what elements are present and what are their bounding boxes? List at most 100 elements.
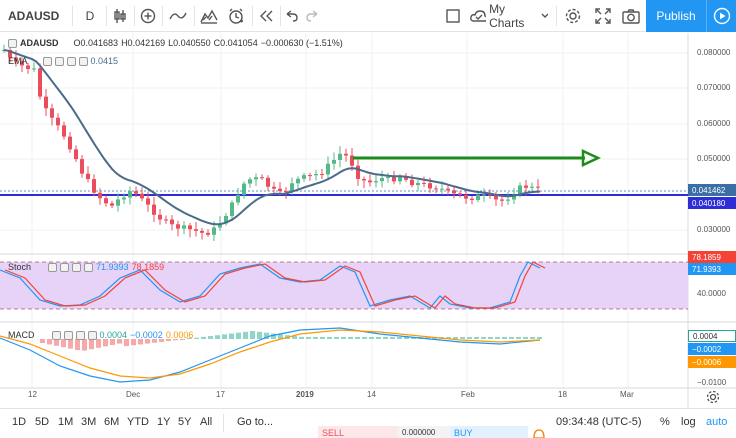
close-icon[interactable] bbox=[66, 56, 76, 66]
macd-histogram-bar bbox=[313, 337, 318, 339]
candle-body bbox=[92, 179, 96, 193]
macd-histogram-bar bbox=[103, 339, 108, 347]
price-axis-label: 0.030000 bbox=[697, 225, 731, 234]
gear-icon[interactable] bbox=[63, 330, 73, 340]
symbol-search[interactable]: ADAUSD bbox=[8, 9, 60, 23]
alert-icon[interactable] bbox=[532, 428, 546, 438]
macd-histogram bbox=[40, 331, 542, 351]
candle-body bbox=[500, 199, 504, 201]
range-6m[interactable]: 6M bbox=[104, 416, 120, 428]
candle-body bbox=[428, 183, 432, 189]
close-icon[interactable] bbox=[75, 330, 85, 340]
gear-icon[interactable] bbox=[60, 262, 70, 272]
candle-body bbox=[434, 188, 438, 190]
macd-histogram-bar bbox=[334, 337, 339, 339]
candle-body bbox=[404, 177, 408, 180]
time-axis-label: Dec bbox=[126, 390, 141, 399]
eye-icon[interactable] bbox=[42, 56, 52, 66]
candle-body bbox=[98, 192, 102, 199]
percent-scale-toggle[interactable]: % bbox=[660, 416, 670, 428]
range-all[interactable]: All bbox=[200, 416, 213, 428]
range-1y[interactable]: 1Y bbox=[157, 416, 171, 428]
candle-body bbox=[356, 165, 360, 179]
candle-body bbox=[74, 149, 78, 160]
candle-body bbox=[272, 186, 276, 189]
divider bbox=[280, 6, 281, 26]
compare-add-icon[interactable] bbox=[138, 4, 158, 28]
price-axis-label: 0.070000 bbox=[697, 83, 731, 92]
log-scale-toggle[interactable]: log bbox=[681, 416, 696, 428]
candle-body bbox=[20, 61, 24, 66]
arrow-drawing[interactable] bbox=[353, 149, 601, 167]
eye-icon[interactable] bbox=[51, 330, 61, 340]
macd-legend: MACD 0.0004 −0.0002 0.0006 bbox=[8, 330, 193, 340]
candle-body bbox=[194, 229, 198, 231]
time-axis-label: 18 bbox=[558, 390, 567, 399]
stoch-d-value: 78.1859 bbox=[131, 262, 165, 272]
candle-body bbox=[506, 199, 510, 201]
candle-body bbox=[332, 159, 336, 164]
candle-body bbox=[422, 182, 426, 184]
candle-body bbox=[158, 214, 162, 220]
gear-icon[interactable] bbox=[562, 4, 584, 28]
replay-icon[interactable] bbox=[256, 4, 276, 28]
candle-body bbox=[536, 186, 540, 188]
candle-body bbox=[410, 179, 414, 186]
ma-legend-name: EMA bbox=[8, 56, 28, 66]
macd-histogram-bar bbox=[446, 337, 451, 339]
goto-button[interactable]: Go to... bbox=[237, 416, 274, 428]
stoch-k-line bbox=[0, 261, 541, 309]
redo-icon[interactable] bbox=[304, 4, 322, 28]
eye-icon[interactable] bbox=[48, 262, 58, 272]
candle-body bbox=[44, 96, 48, 109]
auto-scale-toggle[interactable]: auto bbox=[706, 416, 728, 428]
macd-histogram-bar bbox=[397, 337, 402, 339]
templates-icon[interactable] bbox=[198, 4, 220, 28]
macd-histogram-bar bbox=[257, 331, 262, 339]
gear-icon[interactable] bbox=[54, 56, 64, 66]
candle-body bbox=[164, 219, 168, 221]
more-icon[interactable] bbox=[84, 262, 94, 272]
macd-histogram-bar bbox=[467, 337, 472, 339]
close-icon[interactable] bbox=[72, 262, 82, 272]
settings-icon[interactable] bbox=[705, 389, 721, 405]
range-5y[interactable]: 5Y bbox=[178, 416, 192, 428]
indicators-icon[interactable] bbox=[166, 4, 190, 28]
macd-histogram-bar bbox=[495, 337, 500, 339]
interval-button[interactable]: D bbox=[85, 9, 95, 23]
macd-histogram-bar bbox=[292, 336, 297, 339]
candle-body bbox=[368, 180, 372, 183]
divider bbox=[72, 6, 73, 26]
clock[interactable]: 09:34:48 (UTC-5) bbox=[556, 416, 642, 428]
more-icon[interactable] bbox=[78, 56, 88, 66]
alert-clock-icon[interactable] bbox=[224, 4, 248, 28]
range-3m[interactable]: 3M bbox=[81, 416, 97, 428]
candle-body bbox=[50, 108, 54, 118]
candle-style-icon[interactable] bbox=[110, 4, 130, 28]
publish-button[interactable]: Publish bbox=[646, 0, 706, 32]
fullscreen-toggle-icon[interactable] bbox=[444, 4, 462, 28]
collapse-legend-icon[interactable] bbox=[8, 38, 17, 48]
macd-histogram-bar bbox=[383, 337, 388, 339]
candle-body bbox=[476, 194, 480, 201]
play-icon[interactable] bbox=[706, 0, 736, 32]
range-5d[interactable]: 5D bbox=[35, 416, 50, 428]
sell-button[interactable]: SELL bbox=[318, 426, 398, 438]
candle-body bbox=[464, 194, 468, 199]
more-icon[interactable] bbox=[87, 330, 97, 340]
buy-button[interactable]: BUY bbox=[450, 426, 528, 438]
expand-icon[interactable] bbox=[592, 4, 614, 28]
range-1d[interactable]: 1D bbox=[12, 416, 27, 428]
candle-body bbox=[206, 232, 210, 235]
time-axis-label: 12 bbox=[28, 390, 37, 399]
stoch-d-tag: 78.1859 bbox=[688, 251, 736, 263]
range-ytd[interactable]: YTD bbox=[127, 416, 149, 428]
range-1m[interactable]: 1M bbox=[58, 416, 74, 428]
candle-body bbox=[446, 188, 450, 191]
my-charts-button[interactable]: My Charts bbox=[470, 2, 548, 30]
undo-icon[interactable] bbox=[282, 4, 300, 28]
chevron-down-icon bbox=[541, 13, 548, 18]
camera-icon[interactable] bbox=[620, 4, 642, 28]
